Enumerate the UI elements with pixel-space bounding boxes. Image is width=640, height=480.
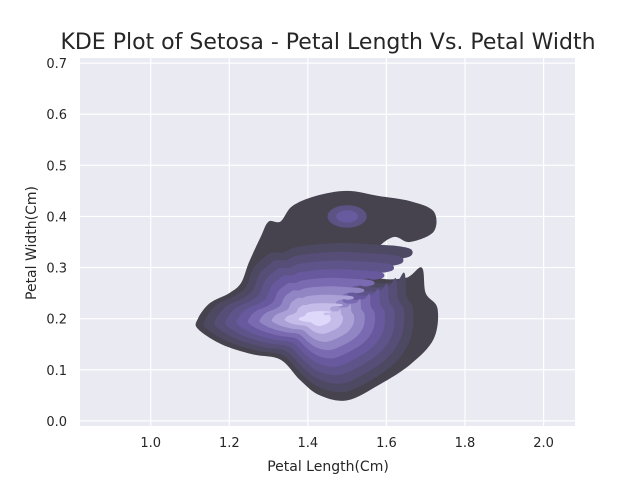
y-tick-label: 0.6 <box>46 108 67 123</box>
chart-title: KDE Plot of Setosa - Petal Length Vs. Pe… <box>60 30 595 55</box>
y-tick-label: 0.2 <box>46 313 67 328</box>
y-axis: 0.0 0.1 0.2 0.3 0.4 0.5 0.6 0.7 <box>46 57 67 430</box>
kde-density <box>195 190 439 401</box>
y-tick-label: 0.4 <box>46 210 67 225</box>
x-tick-label: 1.6 <box>376 436 397 451</box>
y-tick-label: 0.5 <box>46 159 67 174</box>
kde-level-10 <box>298 311 331 327</box>
x-tick-label: 1.0 <box>140 436 161 451</box>
y-tick-label: 0.0 <box>46 415 67 430</box>
y-tick-label: 0.7 <box>46 57 67 72</box>
x-axis-label: Petal Length(Cm) <box>267 459 389 475</box>
kde-secondary-level-2 <box>336 210 359 223</box>
y-tick-label: 0.3 <box>46 262 67 277</box>
x-tick-label: 1.8 <box>455 436 476 451</box>
y-axis-label: Petal Width(Cm) <box>24 186 40 300</box>
x-tick-label: 1.4 <box>298 436 319 451</box>
x-axis: 1.0 1.2 1.4 1.6 1.8 2.0 <box>140 436 554 451</box>
x-tick-label: 2.0 <box>533 436 554 451</box>
x-tick-label: 1.2 <box>219 436 240 451</box>
y-tick-label: 0.1 <box>46 364 67 379</box>
